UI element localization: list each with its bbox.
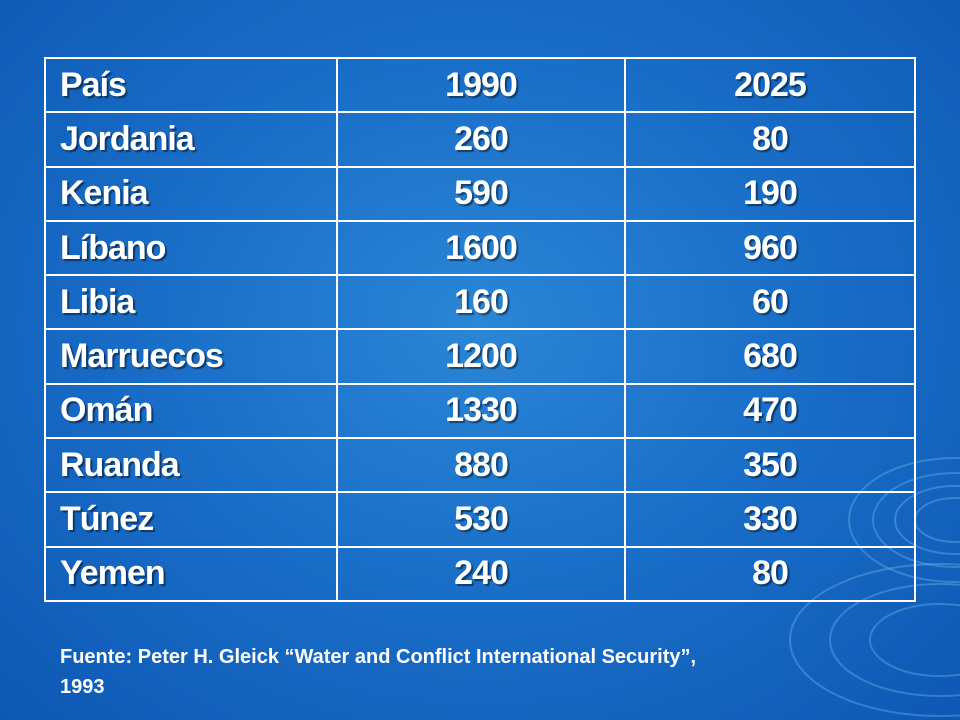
header-country: País <box>44 56 338 114</box>
table-header-row: País 1990 2025 <box>44 56 916 114</box>
cell-2025: 330 <box>624 491 916 548</box>
cell-country: Túnez <box>44 491 338 548</box>
table-row: Túnez 530 330 <box>44 491 916 548</box>
cell-1990: 260 <box>336 111 626 168</box>
cell-country: Jordania <box>44 111 338 168</box>
cell-1990: 530 <box>336 491 626 548</box>
cell-2025: 190 <box>624 165 916 222</box>
table-row: Ruanda 880 350 <box>44 437 916 494</box>
cell-country: Kenia <box>44 165 338 222</box>
header-year-2025: 2025 <box>624 56 916 114</box>
table-row: Kenia 590 190 <box>44 165 916 222</box>
cell-2025: 680 <box>624 328 916 385</box>
table-row: Marruecos 1200 680 <box>44 328 916 385</box>
cell-country: Omán <box>44 382 338 440</box>
cell-country: Marruecos <box>44 328 338 385</box>
header-year-1990: 1990 <box>336 56 626 114</box>
cell-2025: 350 <box>624 437 916 494</box>
cell-1990: 160 <box>336 274 626 331</box>
cell-1990: 880 <box>336 437 626 494</box>
cell-2025: 80 <box>624 111 916 168</box>
table-row: Jordania 260 80 <box>44 111 916 168</box>
cell-1990: 1330 <box>336 382 626 440</box>
cell-country: Líbano <box>44 219 338 277</box>
table-row: Libia 160 60 <box>44 274 916 331</box>
cell-1990: 240 <box>336 545 626 603</box>
cell-2025: 80 <box>624 545 916 603</box>
cell-1990: 590 <box>336 165 626 222</box>
table-row: Yemen 240 80 <box>44 545 916 603</box>
cell-2025: 470 <box>624 382 916 440</box>
table-row: Omán 1330 470 <box>44 382 916 440</box>
water-table: País 1990 2025 Jordania 260 80 Kenia 590 190 L… <box>44 56 916 603</box>
cell-country: Yemen <box>44 545 338 603</box>
cell-1990: 1200 <box>336 328 626 385</box>
cell-1990: 1600 <box>336 219 626 277</box>
source-line-1: Fuente: Peter H. Gleick “Water and Confl… <box>60 646 697 668</box>
cell-country: Libia <box>44 274 338 331</box>
source-citation: Fuente: Peter H. Gleick “Water and Confl… <box>60 642 940 702</box>
table-row: Líbano 1600 960 <box>44 219 916 277</box>
cell-country: Ruanda <box>44 437 338 494</box>
cell-2025: 60 <box>624 274 916 331</box>
source-line-2: 1993 <box>60 676 105 698</box>
cell-2025: 960 <box>624 219 916 277</box>
